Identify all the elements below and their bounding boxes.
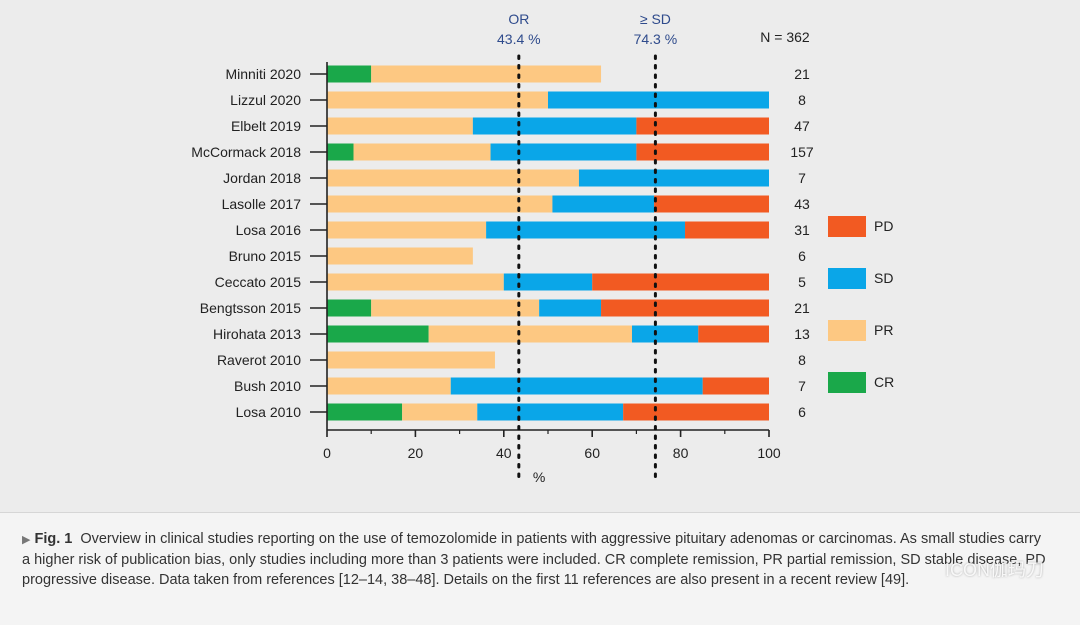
- bar-cr-3: [327, 143, 354, 161]
- reference-label-1: ≥ SD: [640, 11, 671, 27]
- bar-pr-1: [327, 91, 548, 109]
- figure-caption: ▶ Fig. 1 Overview in clinical studies repo…: [22, 529, 1052, 590]
- bar-pd-10: [698, 325, 769, 343]
- bar-pd-2: [636, 117, 769, 135]
- n-label: 8: [798, 92, 806, 108]
- n-label: 31: [794, 222, 810, 238]
- bar-cr-0: [327, 65, 372, 83]
- bar-sd-4: [578, 169, 769, 187]
- bar-cr-10: [327, 325, 429, 343]
- bar-sd-3: [490, 143, 637, 161]
- study-label: Bush 2010: [234, 378, 301, 394]
- study-label: Elbelt 2019: [231, 118, 301, 134]
- chart-panel: Minniti 2020 21 Lizzul 2020 8 Elbelt 2019 47 M…: [191, 11, 895, 485]
- n-label: 7: [798, 378, 806, 394]
- study-label: Lasolle 2017: [222, 196, 302, 212]
- n-label: 21: [794, 66, 810, 82]
- n-label: 47: [794, 118, 810, 134]
- legend-label-sd: SD: [874, 270, 893, 286]
- x-tick-label: 0: [323, 445, 331, 461]
- bar-pd-6: [685, 221, 769, 239]
- bar-pr-0: [371, 65, 602, 83]
- bar-pd-8: [592, 273, 769, 291]
- n-label: 157: [790, 144, 814, 160]
- study-label: Bruno 2015: [229, 248, 302, 264]
- bar-pd-5: [654, 195, 769, 213]
- bar-pr-4: [327, 169, 579, 187]
- caption-text: Overview in clinical studies reporting o…: [22, 531, 1046, 588]
- study-label: Ceccato 2015: [215, 274, 302, 290]
- bar-pd-13: [623, 403, 769, 421]
- bar-sd-12: [450, 377, 703, 395]
- bar-pr-7: [327, 247, 473, 265]
- n-label: 6: [798, 248, 806, 264]
- bar-cr-9: [327, 299, 372, 317]
- legend-swatch-pr: [828, 320, 866, 341]
- bar-sd-1: [548, 91, 769, 109]
- bar-pd-9: [601, 299, 769, 317]
- bar-pr-11: [327, 351, 495, 369]
- bar-pr-5: [327, 195, 553, 213]
- n-label: 6: [798, 404, 806, 420]
- study-label: Lizzul 2020: [230, 92, 301, 108]
- bar-pr-6: [327, 221, 487, 239]
- bar-sd-6: [486, 221, 686, 239]
- reference-value-1: 74.3 %: [634, 31, 678, 47]
- study-label: Raverot 2010: [217, 352, 301, 368]
- bar-pr-10: [428, 325, 632, 343]
- x-tick-label: 60: [584, 445, 600, 461]
- x-tick-label: 80: [673, 445, 689, 461]
- bar-pr-3: [353, 143, 491, 161]
- bar-sd-10: [631, 325, 699, 343]
- n-label: 5: [798, 274, 806, 290]
- x-tick-label: 100: [757, 445, 781, 461]
- bar-sd-9: [539, 299, 602, 317]
- bar-sd-8: [503, 273, 593, 291]
- bar-pr-8: [327, 273, 504, 291]
- watermark: ICON伽玛刀: [945, 560, 1044, 580]
- bar-pd-3: [636, 143, 769, 161]
- bar-sd-2: [472, 117, 637, 135]
- bar-pr-12: [327, 377, 451, 395]
- reference-label-0: OR: [508, 11, 529, 27]
- x-tick-label: 40: [496, 445, 512, 461]
- legend-swatch-sd: [828, 268, 866, 289]
- legend-label-pd: PD: [874, 218, 893, 234]
- x-tick-label: 20: [408, 445, 424, 461]
- study-label: Jordan 2018: [223, 170, 301, 186]
- stacked-bar-chart: Minniti 2020 21 Lizzul 2020 8 Elbelt 2019 47 M…: [191, 11, 894, 485]
- study-label: Hirohata 2013: [213, 326, 301, 342]
- study-label: Losa 2016: [236, 222, 302, 238]
- legend-swatch-pd: [828, 216, 866, 237]
- x-axis-label: %: [533, 469, 545, 485]
- study-label: Minniti 2020: [226, 66, 302, 82]
- reference-value-0: 43.4 %: [497, 31, 541, 47]
- bar-pr-13: [402, 403, 478, 421]
- n-label: 21: [794, 300, 810, 316]
- n-label: 13: [794, 326, 810, 342]
- bar-pr-2: [327, 117, 473, 135]
- caption-panel: ▶ Fig. 1 Overview in clinical studies repo…: [0, 512, 1080, 625]
- bar-pr-9: [371, 299, 540, 317]
- caption-arrow-icon: ▶: [22, 534, 31, 546]
- bar-sd-5: [552, 195, 655, 213]
- bar-pd-12: [702, 377, 769, 395]
- n-label: 43: [794, 196, 810, 212]
- bar-cr-13: [327, 403, 403, 421]
- study-label: Losa 2010: [236, 404, 302, 420]
- legend-swatch-cr: [828, 372, 866, 393]
- bar-sd-13: [477, 403, 624, 421]
- total-n-label: N = 362: [760, 29, 810, 45]
- figure-label: Fig. 1: [34, 531, 73, 547]
- n-label: 7: [798, 170, 806, 186]
- legend-label-pr: PR: [874, 322, 893, 338]
- study-label: McCormack 2018: [191, 144, 301, 160]
- n-label: 8: [798, 352, 806, 368]
- study-label: Bengtsson 2015: [200, 300, 301, 316]
- legend-label-cr: CR: [874, 374, 894, 390]
